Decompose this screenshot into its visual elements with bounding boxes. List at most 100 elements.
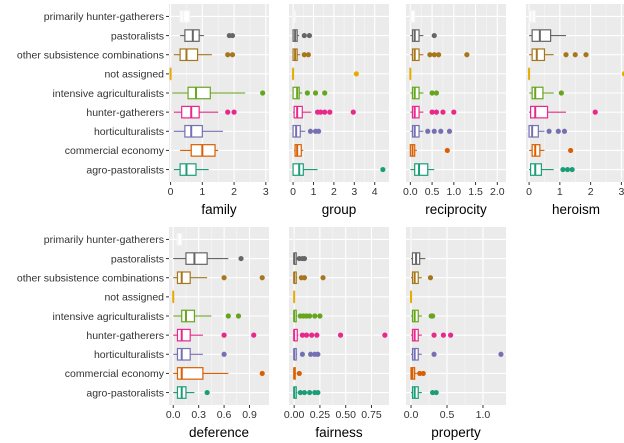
panel-heroism-agro-pastoralists-outlier — [560, 166, 566, 173]
panel-deference-commercial-economy-box — [176, 367, 204, 380]
panel-reciprocity-intensive-agriculturalists-outlier — [433, 90, 440, 96]
panel-group-intensive-agriculturalists-outlier — [312, 90, 319, 96]
panel-group-commercial-economy-box — [294, 144, 302, 157]
panel-fairness-x-tick-label: 0.00 — [284, 409, 305, 421]
y-category-label: agro-pastoralists — [86, 164, 164, 176]
panel-reciprocity-x-tick-label: 0.5 — [425, 186, 440, 198]
panel-deference-x-tick-label: 0.0 — [166, 409, 181, 421]
panel-family-x-tick-label: 2 — [231, 186, 237, 198]
y-category-label: intensive agriculturalists — [53, 88, 164, 100]
panel-family-hunter-gatherers-outlier — [225, 109, 231, 115]
panel-group-x-tick-label: 1 — [311, 186, 317, 198]
panel-fairness-x-tick-label: 0.50 — [335, 409, 356, 421]
panel-fairness-horticulturalists-outlier — [308, 351, 314, 357]
panel-reciprocity-hunter-gatherers-outlier — [451, 109, 457, 115]
panel-fairness-x-axis-title: fairness — [315, 425, 363, 440]
panel-heroism-hunter-gatherers-outlier — [592, 109, 598, 115]
y-category-label: agro-pastoralists — [86, 387, 164, 399]
panel-reciprocity-x-tick-label: 1.5 — [468, 186, 483, 198]
panel-heroism-agro-pastoralists-outlier — [569, 166, 575, 173]
panel-heroism-x-axis-title: heroism — [552, 202, 600, 217]
panel-property-intensive-agriculturalists-outlier — [430, 313, 436, 319]
panel-reciprocity-hunter-gatherers-box — [411, 105, 420, 119]
panel-fairness-other-subsistence-combinations-outlier — [320, 275, 326, 281]
panel-fairness-hunter-gatherers-outlier — [303, 332, 310, 338]
panel-fairness-hunter-gatherers-outlier — [299, 332, 306, 338]
panel-group-hunter-gatherers-outlier — [350, 109, 356, 115]
panel-heroism-other-subsistence-combinations-box — [531, 48, 546, 62]
panel-property-hunter-gatherers-outlier — [448, 332, 454, 338]
panel-heroism-intensive-agriculturalists-box — [531, 86, 544, 100]
panel-heroism-other-subsistence-combinations-outlier — [563, 52, 569, 58]
panel-property-horticulturalists-outlier — [431, 351, 437, 357]
panel-reciprocity-horticulturalists-box — [411, 124, 420, 138]
panel-family-intensive-agriculturalists-box — [187, 86, 211, 100]
panel-heroism-horticulturalists-outlier — [561, 128, 568, 134]
panel-group-pastoralists-outlier — [306, 32, 313, 39]
y-category-label: horticulturalists — [94, 126, 164, 138]
panel-reciprocity-horticulturalists-outlier — [425, 128, 431, 134]
panel-group-hunter-gatherers-outlier — [322, 109, 328, 115]
panel-deference-other-subsistence-combinations-box — [176, 271, 191, 285]
panel-group-intensive-agriculturalists-outlier — [322, 90, 328, 96]
panel-heroism-x-tick-label: 0 — [526, 186, 532, 198]
panel-reciprocity-other-subsistence-combinations-outlier — [436, 52, 442, 58]
panel-deference-hunter-gatherers-box — [176, 328, 191, 342]
panel-family-x-axis-title: family — [201, 202, 237, 217]
panel-deference-horticulturalists-outlier — [221, 351, 227, 357]
panel-reciprocity-commercial-economy-outlier — [444, 147, 450, 154]
panel-group-hunter-gatherers-outlier — [318, 109, 324, 115]
panel-deference-x-axis-title: deference — [189, 425, 249, 440]
panel-family-agro-pastoralists-box — [179, 163, 197, 176]
panel-heroism-x-tick-label: 3 — [618, 186, 624, 198]
y-category-label: other subsistence combinations — [17, 50, 164, 62]
y-category-label: commercial economy — [65, 145, 165, 157]
panel-reciprocity-hunter-gatherers-outlier — [440, 109, 446, 115]
panel-reciprocity-agro-pastoralists-box — [414, 163, 429, 176]
panel-fairness-hunter-gatherers-outlier — [337, 332, 344, 338]
panel-reciprocity-x-axis-title: reciprocity — [425, 202, 487, 217]
panel-heroism-not-assigned-outlier — [621, 71, 624, 77]
y-category-label: horticulturalists — [94, 349, 164, 361]
panel-fairness-agro-pastoralists-outlier — [297, 389, 303, 396]
panel-property-x-tick-label: 0.5 — [440, 409, 455, 421]
panel-property-x-tick-label: 1.0 — [476, 409, 491, 421]
panel-group-hunter-gatherers-box — [293, 105, 303, 119]
panel-property-commercial-economy-outlier — [420, 370, 426, 377]
panel-reciprocity-pastoralists-outlier — [431, 32, 437, 39]
panel-heroism-other-subsistence-combinations-outlier — [572, 52, 578, 58]
panel-group-horticulturalists-outlier — [315, 128, 322, 134]
panel-property-x-tick-label: 0.0 — [404, 409, 419, 421]
panel-reciprocity-x-tick-label: 0.0 — [403, 186, 418, 198]
panel-deference-pastoralists-outlier — [238, 255, 244, 262]
panel-deference-x-tick-label: 0.3 — [191, 409, 206, 421]
panel-deference-intensive-agriculturalists-box — [181, 309, 196, 323]
y-category-label: pastoralists — [111, 30, 164, 42]
panel-family-other-subsistence-combinations-outlier — [229, 52, 236, 58]
panel-family-x-tick-label: 0 — [168, 186, 174, 198]
panel-heroism-intensive-agriculturalists-outlier — [558, 90, 564, 96]
panel-reciprocity-intensive-agriculturalists-box — [411, 86, 420, 100]
panel-group-agro-pastoralists-outlier — [380, 166, 386, 173]
panel-group-other-subsistence-combinations-outlier — [301, 52, 307, 58]
panel-fairness-agro-pastoralists-outlier — [315, 389, 321, 396]
panel-heroism-horticulturalists-box — [528, 124, 539, 138]
panel-group-not-assigned-outlier — [353, 71, 359, 77]
panel-reciprocity-horticulturalists-outlier — [438, 128, 444, 134]
panel-group-intensive-agriculturalists-outlier — [304, 90, 310, 96]
panel-reciprocity-x-tick-label: 2.0 — [490, 186, 505, 198]
panel-group-x-tick-label: 0 — [290, 186, 296, 198]
y-category-label: primarily hunter-gatherers — [44, 234, 164, 246]
panel-group-intensive-agriculturalists-box — [292, 86, 300, 100]
panel-group-other-subsistence-combinations-outlier — [305, 52, 311, 58]
panel-heroism-other-subsistence-combinations-outlier — [583, 52, 589, 58]
panel-fairness-horticulturalists-outlier — [315, 351, 321, 357]
panel-heroism-hunter-gatherers-box — [530, 105, 549, 119]
panel-fairness-x-tick-label: 0.25 — [310, 409, 331, 421]
panel-heroism-horticulturalists-outlier — [546, 128, 552, 134]
panel-reciprocity-x-tick-label: 1.0 — [447, 186, 462, 198]
panel-heroism-horticulturalists-outlier — [555, 128, 561, 134]
panel-reciprocity-other-subsistence-combinations-outlier — [431, 52, 437, 58]
panel-reciprocity-horticulturalists-outlier — [431, 128, 437, 134]
panel-fairness-intensive-agriculturalists-outlier — [307, 313, 313, 319]
